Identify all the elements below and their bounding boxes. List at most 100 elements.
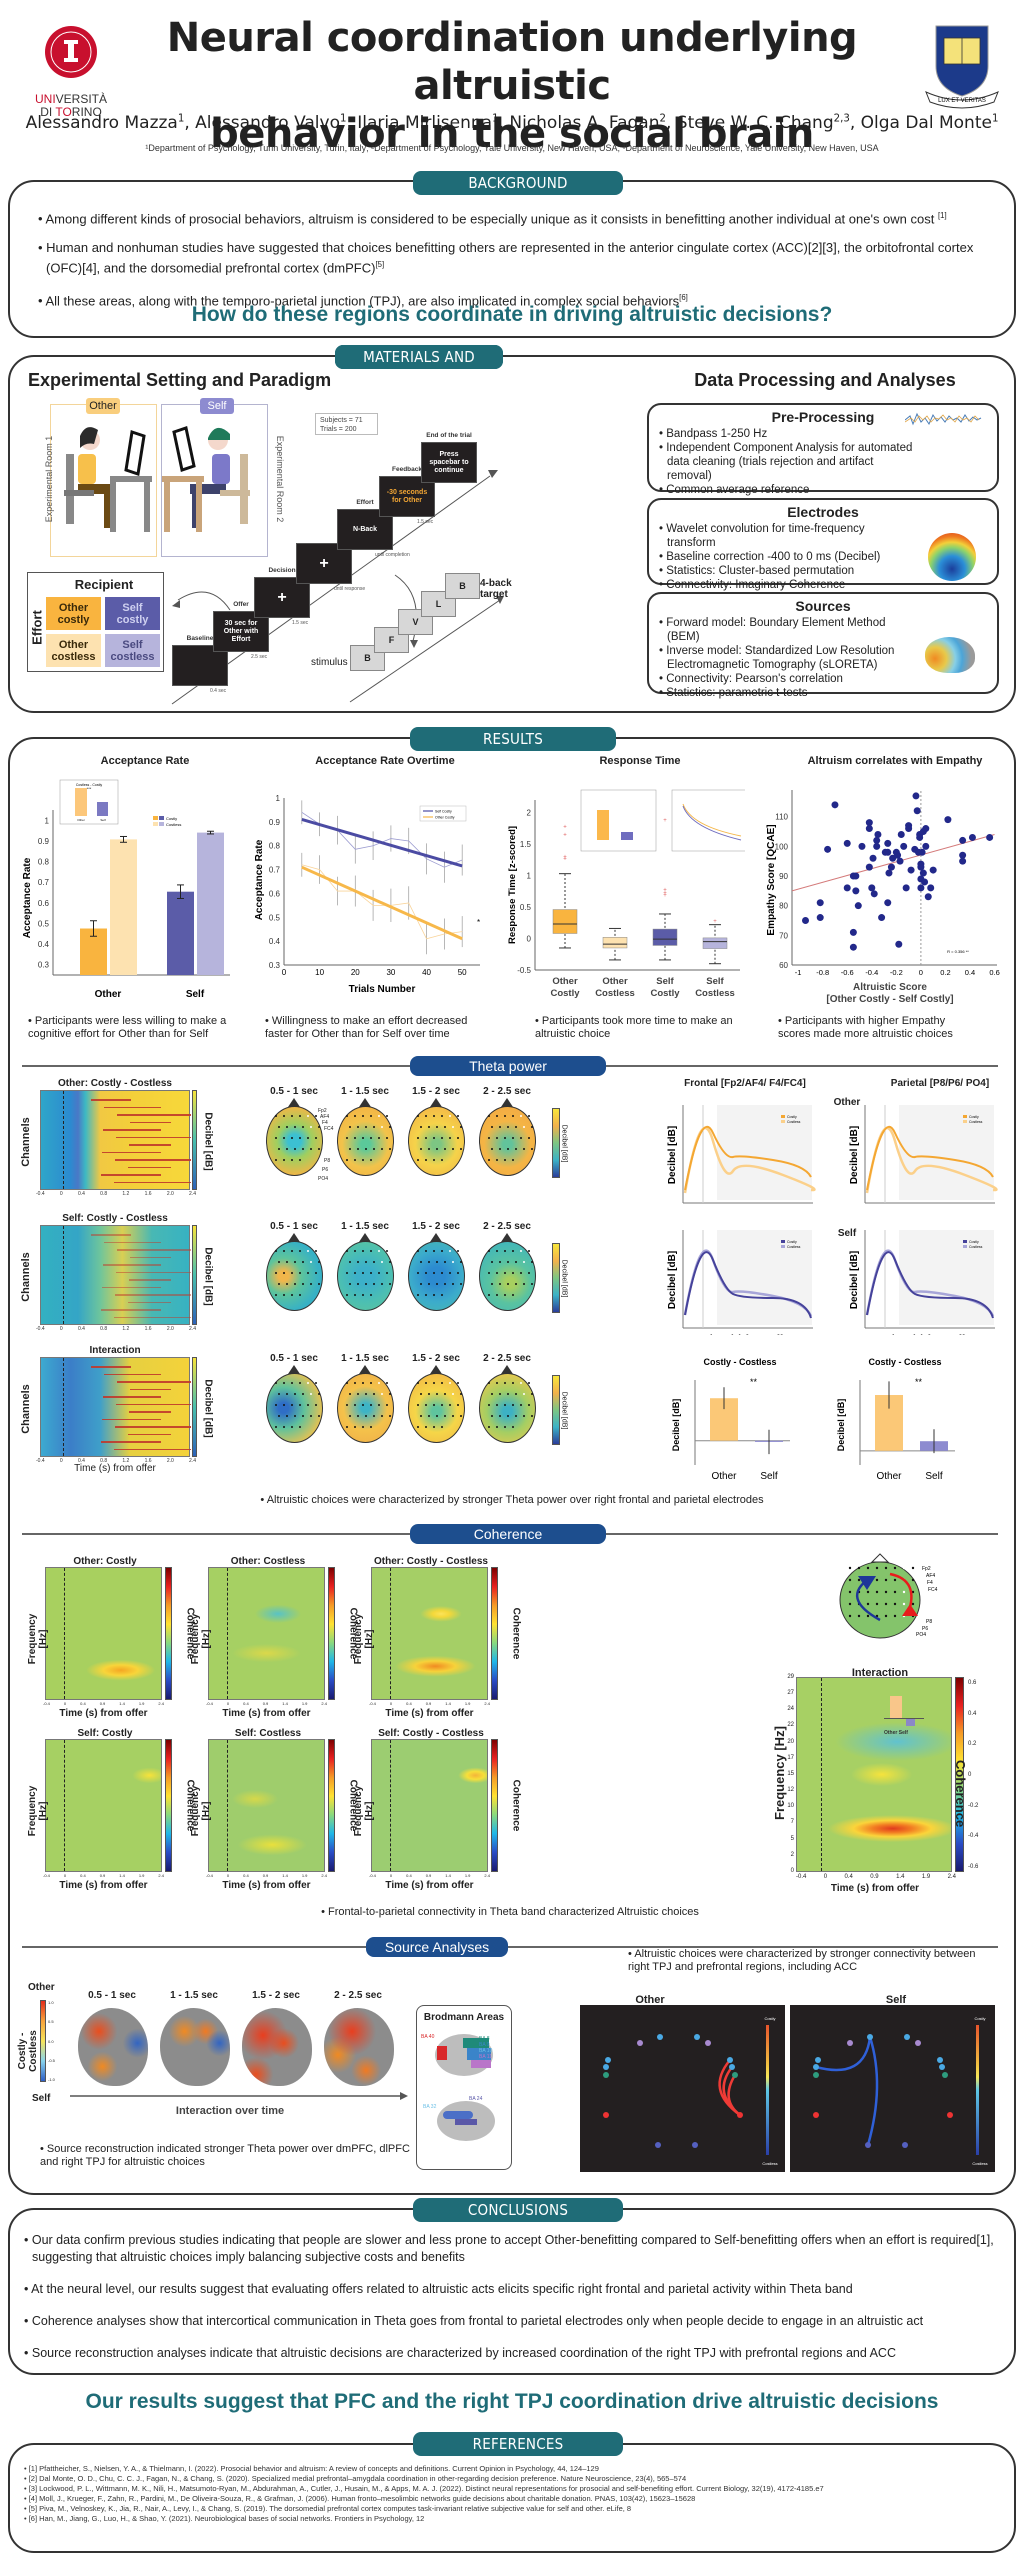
electrode-dot (362, 1115, 364, 1117)
data-point (858, 842, 866, 850)
electrode-dot (315, 1250, 317, 1252)
topoplot-head (266, 1373, 323, 1443)
electrode-dot (346, 1294, 348, 1296)
x-ticks: -0.4 0 0.4 0.9 1.4 1.9 2.4 (796, 1874, 956, 1880)
electrode-dot (496, 1159, 498, 1161)
electrode-dot (452, 1415, 454, 1417)
frequency-label: Frequency [Hz] (353, 1613, 375, 1665)
x-axis-label: Time (s) from offer (886, 1334, 974, 1335)
electrode-dot (520, 1382, 522, 1384)
significance-stripe (117, 1249, 191, 1251)
matrix-cell: Self costly (105, 597, 160, 630)
electrode-dot (389, 1283, 391, 1285)
x-tick-label: Other (876, 1471, 902, 1482)
nose-icon (288, 1098, 300, 1107)
electrode-dot (441, 1426, 443, 1428)
y-axis-label: Response Time [z-scored] (507, 826, 518, 944)
electrode-dot (378, 1382, 380, 1384)
theta-heading: Theta power (410, 1056, 606, 1076)
interaction-coh-label: Coherence (953, 1760, 968, 1828)
nose-icon (430, 1365, 442, 1374)
caption-text: Source reconstruction indicated stronger… (40, 2143, 410, 2168)
conclusion-bullets: Our data confirm previous studies indica… (22, 2232, 1012, 2377)
brain-source-icon (925, 637, 975, 673)
x-tick-label: 1.4 (282, 1873, 288, 1878)
electrode-dot (346, 1272, 348, 1274)
x-tick-label: 1.9 (464, 1873, 471, 1878)
electrode-dot (294, 1261, 296, 1263)
x-tick-label: 2.4 (189, 1458, 196, 1464)
electrode-dot (425, 1115, 427, 1117)
electrode-dot (460, 1283, 462, 1285)
electrode-dot (315, 1382, 317, 1384)
electrode-dot (449, 1115, 451, 1117)
data-point (865, 819, 873, 827)
channel-heatmap (40, 1090, 191, 1190)
electrode-dot (286, 1261, 288, 1263)
heatmap-colorbar (192, 1090, 197, 1190)
electrode-dot (417, 1115, 419, 1117)
region-node (603, 2064, 609, 2070)
conclusion-bullet: Source reconstruction analyses indicate … (22, 2345, 1012, 2362)
inset-bar-other (890, 1696, 902, 1718)
x-tick-label: 0 (389, 1873, 393, 1878)
significance-stripe (102, 1151, 161, 1153)
y-tick-label: 0.4 (38, 940, 50, 949)
data-point (816, 899, 824, 907)
electrode-dot (507, 1415, 509, 1417)
empathy-title: Altruism correlates with Empathy (807, 755, 983, 767)
fit-line (301, 818, 463, 868)
reference-item: • [4] Moll, J., Krueger, F., Zahn, R., P… (24, 2494, 696, 2503)
electrode-dot (286, 1393, 288, 1395)
electrode-dot (275, 1272, 277, 1274)
electrode-dot (294, 1283, 296, 1285)
inset-frame (59, 779, 119, 825)
x-ticks: -0.4 0 0.4 0.9 1.4 1.9 2.4 (43, 1701, 164, 1706)
x-tick-label: Self (186, 989, 205, 1000)
electrode-dot (496, 1137, 498, 1139)
electrode-dot (378, 1250, 380, 1252)
data-point (885, 869, 893, 877)
interaction-colorbar (955, 1677, 964, 1872)
region-node (937, 2057, 943, 2063)
conclusion-bullet: Coherence analyses show that intercortic… (22, 2313, 1012, 2330)
electrode-dot (531, 1415, 533, 1417)
y-tick-label: 5 (790, 1835, 794, 1842)
data-point (922, 825, 930, 833)
electrode-dot (857, 1614, 861, 1618)
electrode-dot (381, 1261, 383, 1263)
x-tick-label: 0.9 (870, 1874, 879, 1880)
electrode-dot (349, 1261, 351, 1263)
electrode-dot (417, 1426, 419, 1428)
topoplot-head (337, 1373, 394, 1443)
logo-text: UNI (34, 92, 56, 106)
y-tick-label: 1 (45, 816, 50, 825)
fit-line (301, 865, 463, 941)
electrode-dot (488, 1115, 490, 1117)
y-axis-label: Empathy Score [QCAE] (766, 824, 777, 935)
coherence-colorbar (165, 1739, 172, 1872)
theta-bar-charts: Costly - Costless Other Self ** Decibel [dB]… (671, 1357, 955, 1482)
svg-text:Costly: Costly (969, 1115, 979, 1119)
electrode-dot (349, 1126, 351, 1128)
trial-step-label: Baseline (186, 635, 214, 642)
coherence-colorbar (165, 1567, 172, 1700)
electrode-dot (848, 1614, 852, 1618)
electrode-dot (444, 1393, 446, 1395)
x-tick-label: Self (760, 1471, 777, 1482)
electrode-dot (291, 1426, 293, 1428)
svg-text:Costless: Costless (787, 1245, 801, 1249)
inset-title: Costless - Costly (76, 783, 103, 787)
region-node (732, 2072, 738, 2078)
electrode-dot (496, 1382, 498, 1384)
svg-text:Costly: Costly (787, 1115, 797, 1119)
electrode-dot (373, 1261, 375, 1263)
topoplot-head (337, 1106, 394, 1176)
electrode-dot (310, 1283, 312, 1285)
electrode-dot (302, 1148, 304, 1150)
data-point (884, 899, 892, 907)
electrode-dot (275, 1137, 277, 1139)
significance-stripe (104, 1373, 161, 1375)
electrode-dot (291, 1382, 293, 1384)
region-node (813, 2064, 819, 2070)
